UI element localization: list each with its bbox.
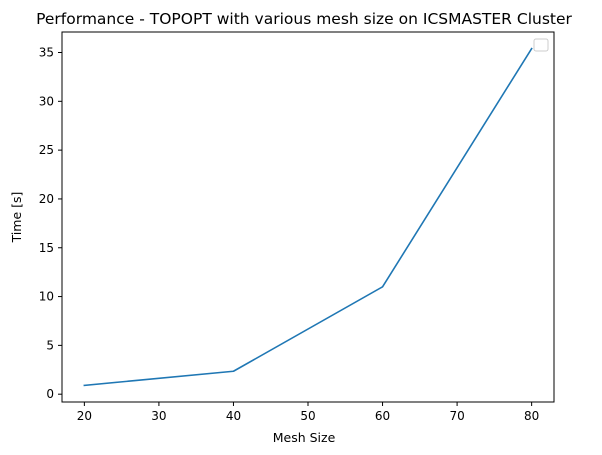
- x-axis-ticks: 20 30 40 50 60 70 80: [77, 402, 539, 423]
- x-tick-label: 80: [524, 409, 539, 423]
- plot-frame: [61, 31, 555, 403]
- x-tick-label: 30: [151, 409, 166, 423]
- x-tick-label: 70: [449, 409, 464, 423]
- x-tick-label: 60: [375, 409, 390, 423]
- legend-box: [533, 38, 549, 52]
- y-tick-label: 30: [39, 94, 54, 108]
- y-tick-label: 15: [39, 241, 54, 255]
- y-tick-label: 10: [39, 290, 54, 304]
- series-layer: [83, 47, 533, 387]
- y-tick-label: 35: [39, 46, 54, 60]
- x-tick-label: 20: [77, 409, 92, 423]
- x-axis-label: Mesh Size: [273, 430, 336, 445]
- chart-title: Performance - TOPOPT with various mesh s…: [36, 10, 572, 28]
- plot-area: [62, 32, 554, 402]
- series-line: [83, 47, 533, 387]
- x-tick-label: 40: [226, 409, 241, 423]
- y-axis-label: Time [s]: [9, 192, 24, 244]
- y-tick-label: 25: [39, 143, 54, 157]
- y-tick-label: 5: [46, 338, 54, 352]
- x-tick-label: 50: [300, 409, 315, 423]
- y-axis-ticks: 0 5 10 15 20 25 30 35: [39, 46, 62, 401]
- y-tick-label: 20: [39, 192, 54, 206]
- y-tick-label: 0: [46, 387, 54, 401]
